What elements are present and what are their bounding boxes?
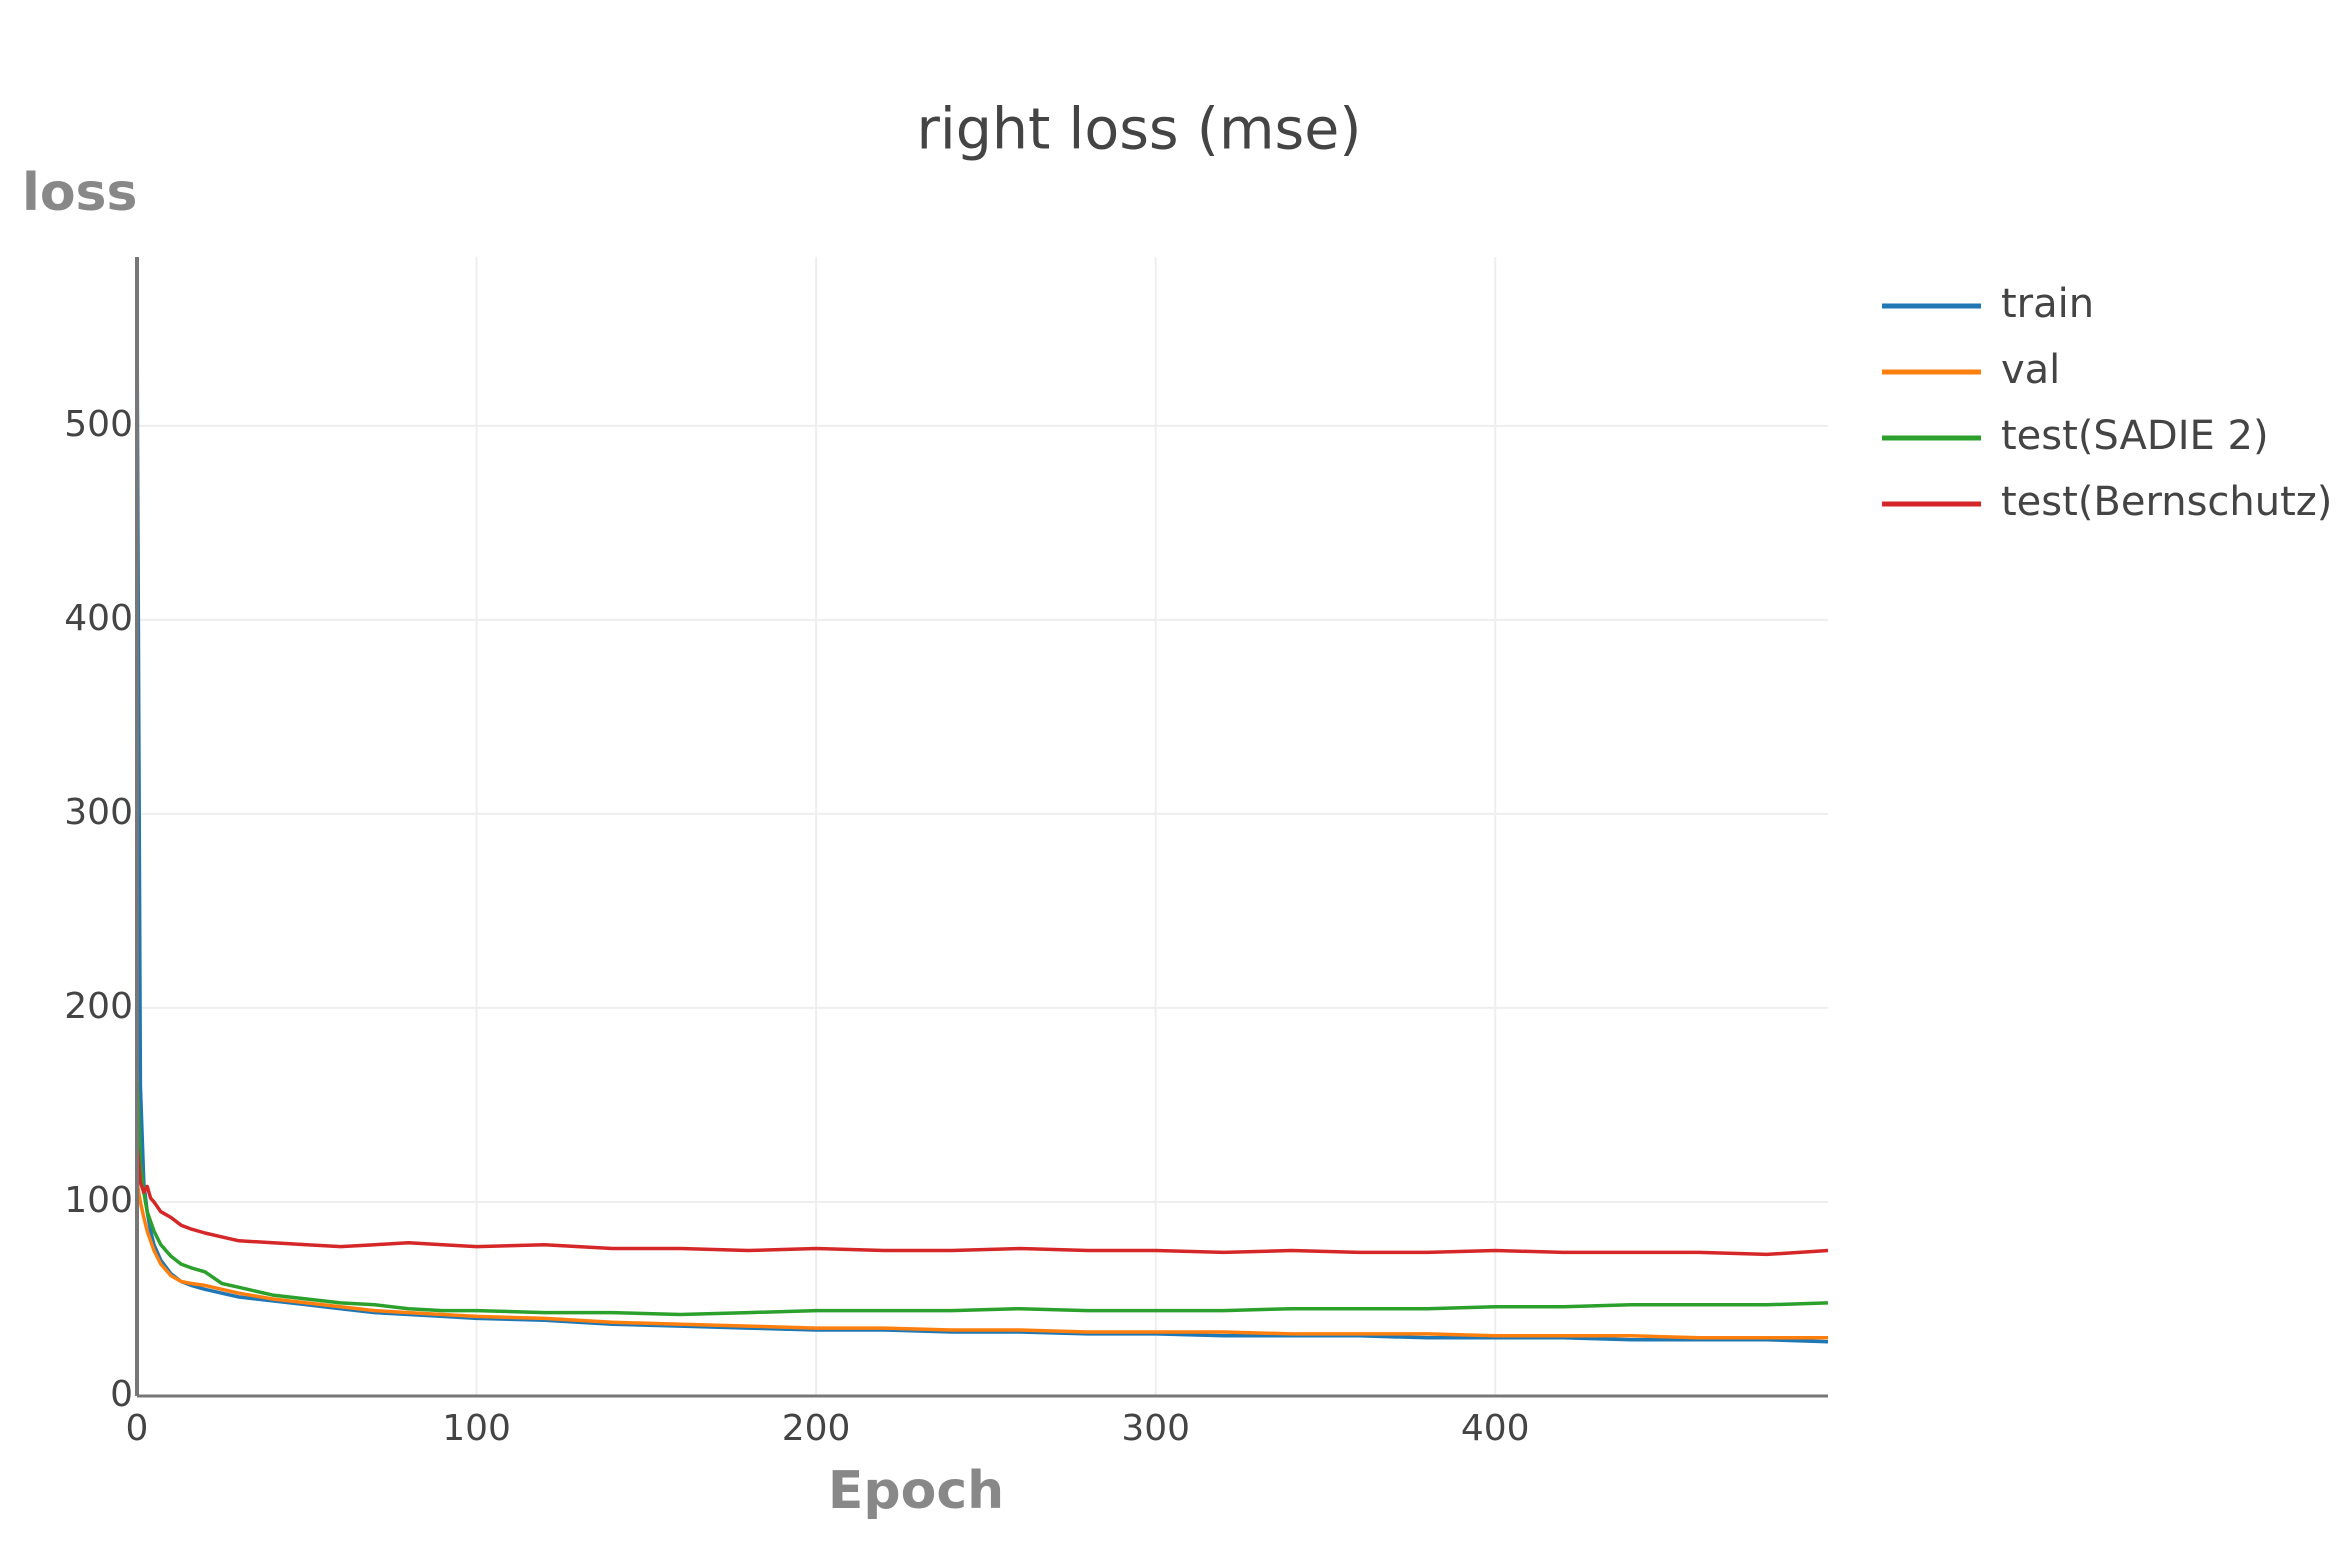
series-line	[135, 313, 1829, 1344]
x-tick-label: 100	[442, 1408, 511, 1449]
x-tick-label: 200	[782, 1408, 851, 1449]
legend-label: test(SADIE 2)	[2001, 413, 2269, 459]
x-tick-label: 0	[126, 1408, 149, 1449]
y-tick-label: 400	[64, 598, 133, 639]
y-tick-label: 0	[110, 1374, 133, 1415]
legend-label: val	[2001, 347, 2060, 393]
legend-label: train	[2001, 281, 2094, 327]
x-axis-title: Epoch	[828, 1461, 1004, 1521]
y-tick-label: 100	[64, 1180, 133, 1221]
x-tick-label: 300	[1121, 1408, 1190, 1449]
y-tick-label: 200	[64, 986, 133, 1027]
y-axis-title: loss	[22, 163, 137, 223]
legend-label: test(Bernschutz)	[2001, 479, 2332, 525]
series-line	[135, 1182, 1828, 1340]
x-tick-label: 400	[1461, 1408, 1530, 1449]
series-line	[135, 1066, 1829, 1317]
chart-title: right loss (mse)	[916, 97, 1361, 163]
y-tick-label: 500	[64, 404, 133, 445]
series-line	[135, 1143, 1829, 1257]
y-tick-label: 300	[64, 792, 133, 833]
